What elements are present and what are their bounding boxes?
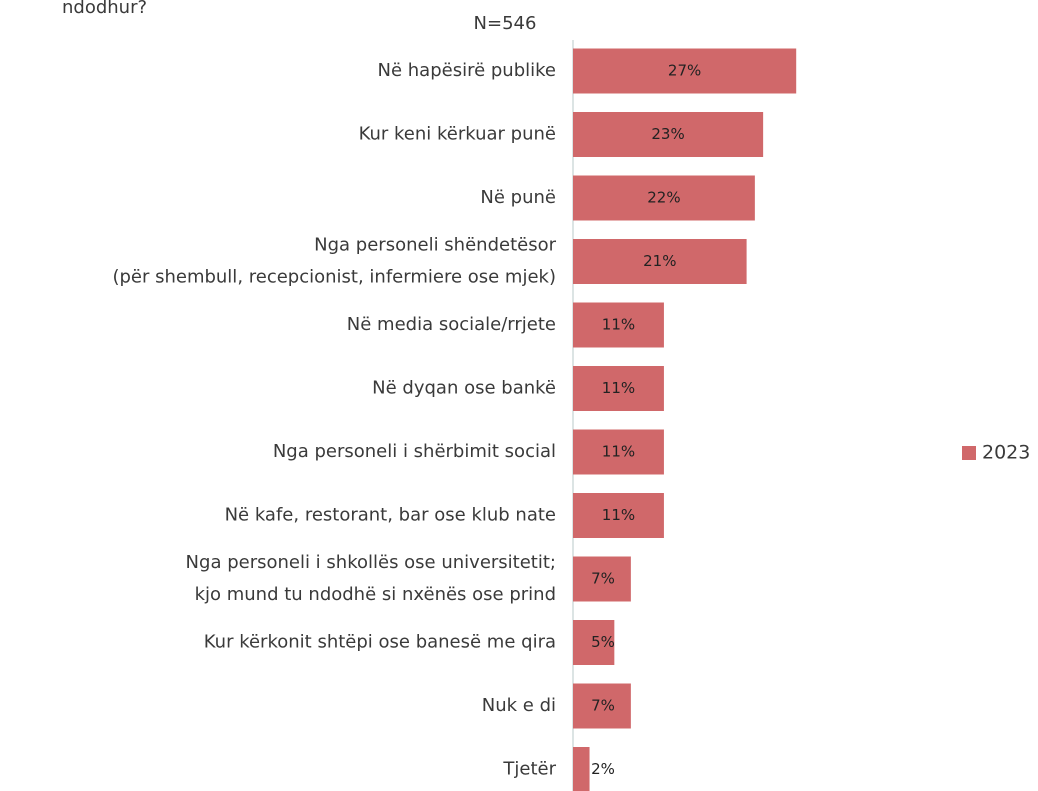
bar [573,112,764,157]
category-label: Në punë [480,187,556,208]
bar [573,48,797,94]
bar [573,620,615,665]
value-label: 27% [668,62,701,80]
category-label: Në media sociale/rrjete [347,314,556,335]
bar [573,302,664,348]
value-label: 22% [647,189,680,207]
bar [573,493,664,538]
legend-label: 2023 [982,442,1030,464]
value-label: 11% [602,506,635,524]
category-label: Nuk e di [482,695,556,716]
value-label: 7% [591,697,615,715]
category-label: Nga personeli i shkollës ose universitet… [186,552,556,605]
legend-swatch [962,446,976,460]
value-label: 11% [602,443,635,461]
category-label: Kur keni kërkuar punë [359,124,556,145]
category-label: Nga personeli i shërbimit social [273,441,556,462]
category-label: Në hapësirë publike [378,60,557,81]
bar [573,747,590,791]
category-label: Tjetër [502,759,556,780]
value-label: 23% [651,125,684,143]
value-label: 21% [643,252,676,270]
category-label: Në kafe, restorant, bar ose klub nate [225,505,556,526]
category-label: Në dyqan ose bankë [372,378,556,399]
value-label: 11% [602,379,635,397]
bar [573,683,631,729]
chart-subtitle: N=546 [474,13,537,34]
value-label: 2% [591,760,615,778]
chart-title: ndodhur? [62,0,147,18]
value-label: 5% [591,633,615,651]
bar [573,556,631,602]
bar [573,239,747,284]
category-label: Nga personeli shëndetësor (për shembull, … [112,235,556,288]
value-label: 11% [602,316,635,334]
category-label: Kur kërkonit shtëpi ose banesë me qira [204,632,556,653]
bar [573,429,664,475]
bar [573,175,755,221]
value-label: 7% [591,570,615,588]
bar [573,366,664,411]
